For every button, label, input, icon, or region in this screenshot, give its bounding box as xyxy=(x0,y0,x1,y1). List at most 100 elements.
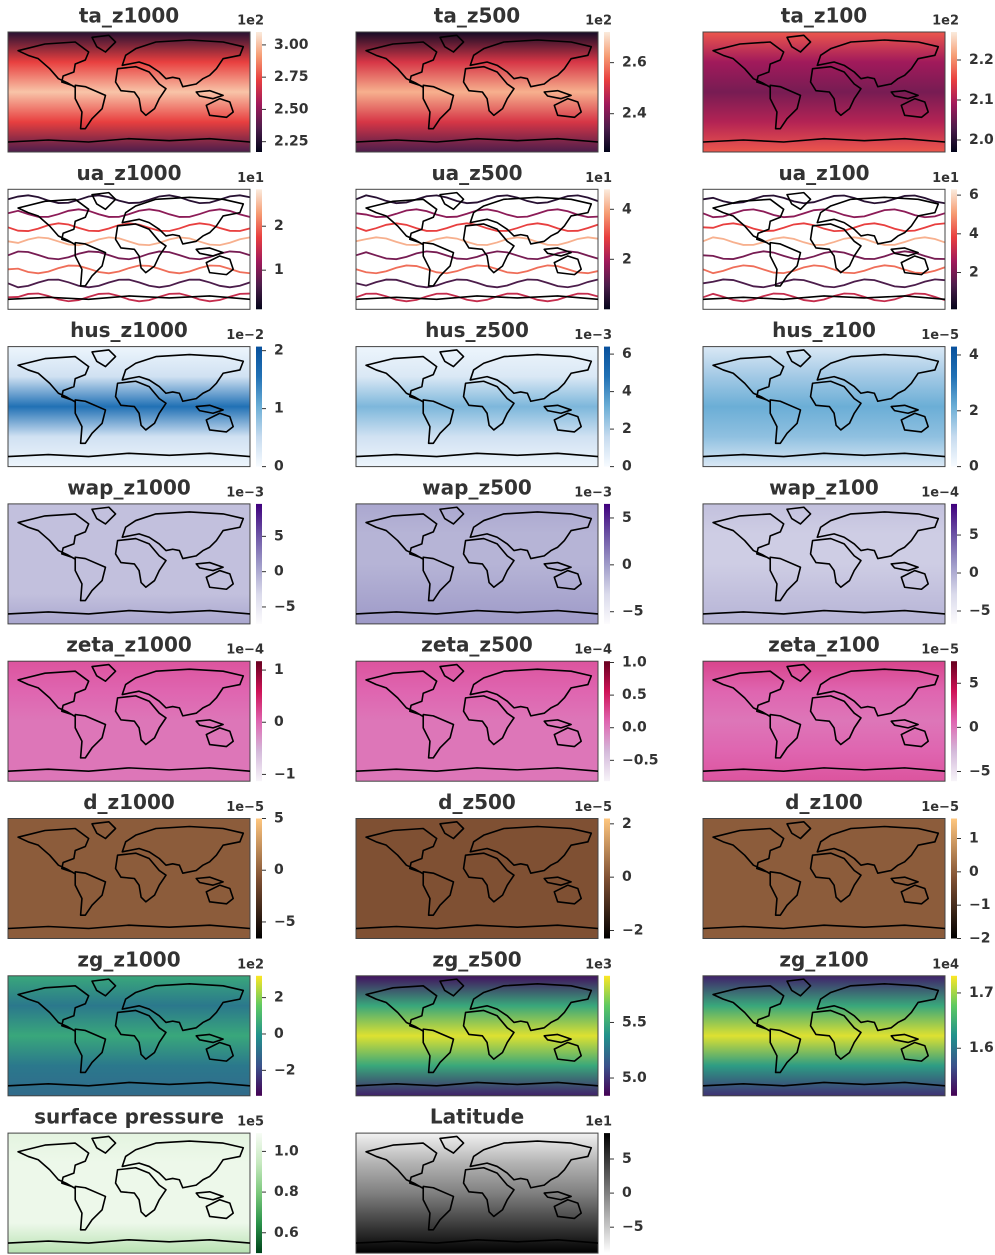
panel-title: ua_z500 xyxy=(431,161,522,185)
streamline xyxy=(702,194,946,205)
colorbar-exponent: 1e−5 xyxy=(921,328,959,343)
map-frame xyxy=(7,346,251,468)
streamline xyxy=(355,264,599,275)
colorbar xyxy=(256,346,262,467)
colorbar xyxy=(951,661,957,782)
colorbar-tick-label: 5 xyxy=(274,811,284,827)
colorbar xyxy=(604,661,610,782)
map-frame xyxy=(702,31,946,153)
panel-title: ta_z500 xyxy=(434,4,520,28)
streamline xyxy=(7,292,251,303)
colorbar-exponent: 1e5 xyxy=(237,1115,264,1130)
colorbar-tick-label: 1 xyxy=(274,401,284,417)
colorbar-tick-label: 0 xyxy=(622,1185,632,1201)
colorbar-tick-label: −5 xyxy=(622,604,643,620)
colorbar-tick-label: 4 xyxy=(969,226,979,242)
colorbar-tick-label: −2 xyxy=(274,1062,295,1078)
streamline xyxy=(7,250,251,261)
map-frame xyxy=(355,1132,599,1254)
colorbar-tick-label: 1.7 xyxy=(969,985,994,1001)
streamline xyxy=(7,208,251,218)
colorbar-exponent: 1e−4 xyxy=(574,643,612,658)
colorbar-tick-label: 2.4 xyxy=(622,106,647,122)
colorbar-tick-label: 2.25 xyxy=(274,134,309,150)
colorbar-tick-label: −0.5 xyxy=(622,752,659,768)
colorbar-tick-label: −5 xyxy=(969,763,990,779)
panel-title: zg_z500 xyxy=(432,947,521,971)
map-frame xyxy=(355,660,599,782)
colorbar-tick-label: 6 xyxy=(969,187,979,203)
colorbar-exponent: 1e−5 xyxy=(226,800,264,815)
colorbar-tick-label: 0.6 xyxy=(274,1225,299,1241)
colorbar-tick-label: −2 xyxy=(969,931,990,947)
colorbar-exponent: 1e3 xyxy=(585,957,612,972)
panel-title: wap_z1000 xyxy=(67,475,191,499)
colorbar-tick-label: 6 xyxy=(622,346,632,362)
map-frame xyxy=(7,1132,251,1254)
colorbar-tick-label: 2.50 xyxy=(274,101,309,117)
colorbar-tick-label: 0 xyxy=(969,719,979,735)
colorbar-exponent: 1e−4 xyxy=(226,643,264,658)
colorbar-tick-label: 4 xyxy=(622,201,632,217)
colorbar-tick-label: −5 xyxy=(622,1219,643,1235)
colorbar-tick-label: 0 xyxy=(274,714,284,730)
streamline xyxy=(7,236,251,247)
colorbar xyxy=(951,189,957,310)
colorbar-tick-label: 0.0 xyxy=(622,720,647,736)
map-frame xyxy=(355,975,599,1097)
colorbar-tick-label: 4 xyxy=(622,384,632,400)
colorbar xyxy=(951,818,957,939)
colorbar-tick-label: 5 xyxy=(969,675,979,691)
map-frame xyxy=(355,503,599,625)
colorbar-tick-label: 0 xyxy=(969,864,979,880)
colorbar-tick-label: 0.5 xyxy=(622,687,647,703)
colorbar-tick-label: −1 xyxy=(274,766,295,782)
colorbar-tick-label: 2.6 xyxy=(622,55,647,71)
streamline xyxy=(702,250,946,260)
streamline xyxy=(355,250,599,261)
panel-title: ta_z100 xyxy=(781,4,867,28)
colorbar-tick-label: 0 xyxy=(969,459,979,475)
colorbar-tick-label: 0 xyxy=(274,1026,284,1042)
colorbar-tick-label: 3.00 xyxy=(274,37,309,53)
colorbar xyxy=(256,32,262,152)
colorbar-tick-label: −5 xyxy=(274,914,295,930)
colorbar-tick-label: 0 xyxy=(622,459,632,475)
colorbar-tick-label: 2.0 xyxy=(969,132,994,148)
colorbar-tick-label: 0 xyxy=(274,459,284,475)
colorbar-tick-label: 0.8 xyxy=(274,1184,299,1200)
colorbar-exponent: 1e2 xyxy=(932,14,959,29)
colorbar xyxy=(604,818,610,939)
colorbar-tick-label: 1 xyxy=(274,262,284,278)
colorbar xyxy=(256,975,262,1096)
streamline xyxy=(355,278,599,289)
map-frame xyxy=(702,975,946,1097)
colorbar-tick-label: 2 xyxy=(622,816,632,832)
colorbar-tick-label: 2 xyxy=(969,403,979,419)
map-frame xyxy=(702,660,946,782)
colorbar xyxy=(951,32,957,152)
colorbar-exponent: 1e2 xyxy=(237,957,264,972)
colorbar-exponent: 1e−2 xyxy=(226,328,264,343)
colorbar-tick-label: 1 xyxy=(274,662,284,678)
colorbar-tick-label: 2 xyxy=(969,265,979,281)
colorbar-exponent: 1e2 xyxy=(237,14,264,29)
panel-title: Latitude xyxy=(430,1105,524,1129)
colorbar xyxy=(604,189,610,310)
colorbar-exponent: 1e4 xyxy=(932,957,959,972)
panel-title: hus_z1000 xyxy=(70,318,188,342)
colorbar-tick-label: 0 xyxy=(274,862,284,878)
colorbar-tick-label: −2 xyxy=(622,923,643,939)
colorbar-tick-label: −5 xyxy=(274,599,295,615)
colorbar-tick-label: 2 xyxy=(274,990,284,1006)
colorbar-tick-label: 5 xyxy=(969,527,979,543)
colorbar-tick-label: 0 xyxy=(622,869,632,885)
colorbar-tick-label: 0 xyxy=(969,565,979,581)
colorbar-tick-label: 2 xyxy=(622,421,632,437)
panel-title: wap_z500 xyxy=(422,475,532,499)
panel-title: wap_z100 xyxy=(769,475,879,499)
streamline xyxy=(702,264,946,275)
streamline xyxy=(7,264,251,275)
colorbar-exponent: 1e1 xyxy=(585,1115,612,1130)
